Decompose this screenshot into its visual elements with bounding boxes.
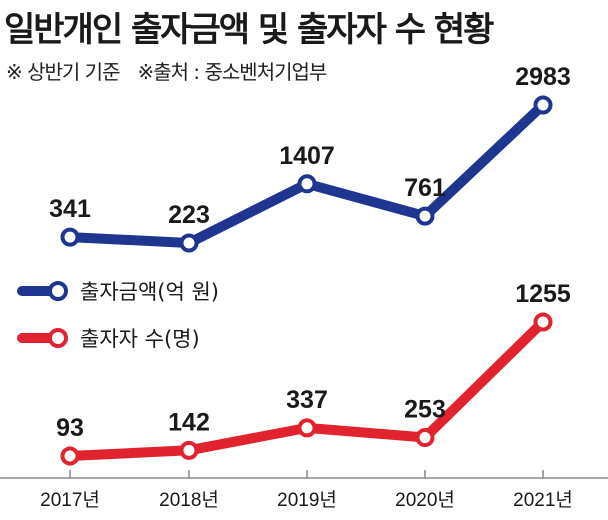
chart-notes: ※ 상반기 기준 ※출처 : 중소벤처기업부: [6, 56, 327, 85]
x-tick-label: 2017년: [40, 489, 100, 511]
data-point: [297, 418, 317, 438]
data-point: [60, 227, 80, 247]
chart-title: 일반개인 출자금액 및 출자자 수 현황: [4, 10, 494, 50]
data-label: 142: [168, 408, 210, 436]
data-label: 1407: [279, 142, 335, 170]
x-tick-label: 2021년: [513, 489, 573, 511]
x-tick-label: 2018년: [159, 489, 219, 511]
data-point: [533, 95, 553, 115]
data-label: 223: [168, 201, 210, 229]
data-point: [60, 446, 80, 466]
x-axis-ticks: 2017년 2018년 2019년 2020년 2021년: [40, 470, 573, 511]
data-label: 341: [49, 195, 91, 223]
note-basis: ※ 상반기 기준: [6, 60, 120, 84]
data-label: 2983: [515, 63, 571, 91]
data-point: [179, 440, 199, 460]
data-label: 337: [286, 386, 328, 414]
data-point: [179, 233, 199, 253]
data-point: [415, 206, 435, 226]
data-label: 761: [404, 174, 446, 202]
note-source: ※출처 : 중소벤처기업부: [137, 60, 327, 84]
data-label: 93: [56, 414, 84, 442]
legend-label: 출자자 수(명): [80, 327, 200, 351]
legend-label: 출자금액(억 원): [80, 280, 219, 304]
data-point: [415, 428, 435, 448]
x-tick-label: 2020년: [395, 489, 455, 511]
series-investor-count: 93 142 337 253 1255: [56, 280, 571, 466]
data-label: 253: [404, 396, 446, 424]
legend: 출자금액(억 원) 출자자 수(명): [17, 280, 219, 351]
series-investment-amount: 341 223 1407 761 2983: [49, 63, 571, 253]
legend-swatch-marker: [48, 281, 68, 301]
data-point: [297, 174, 317, 194]
legend-swatch-marker: [48, 328, 68, 348]
data-label: 1255: [515, 280, 571, 308]
data-point: [533, 312, 553, 332]
x-tick-label: 2019년: [277, 489, 337, 511]
series-line: [65, 100, 548, 248]
